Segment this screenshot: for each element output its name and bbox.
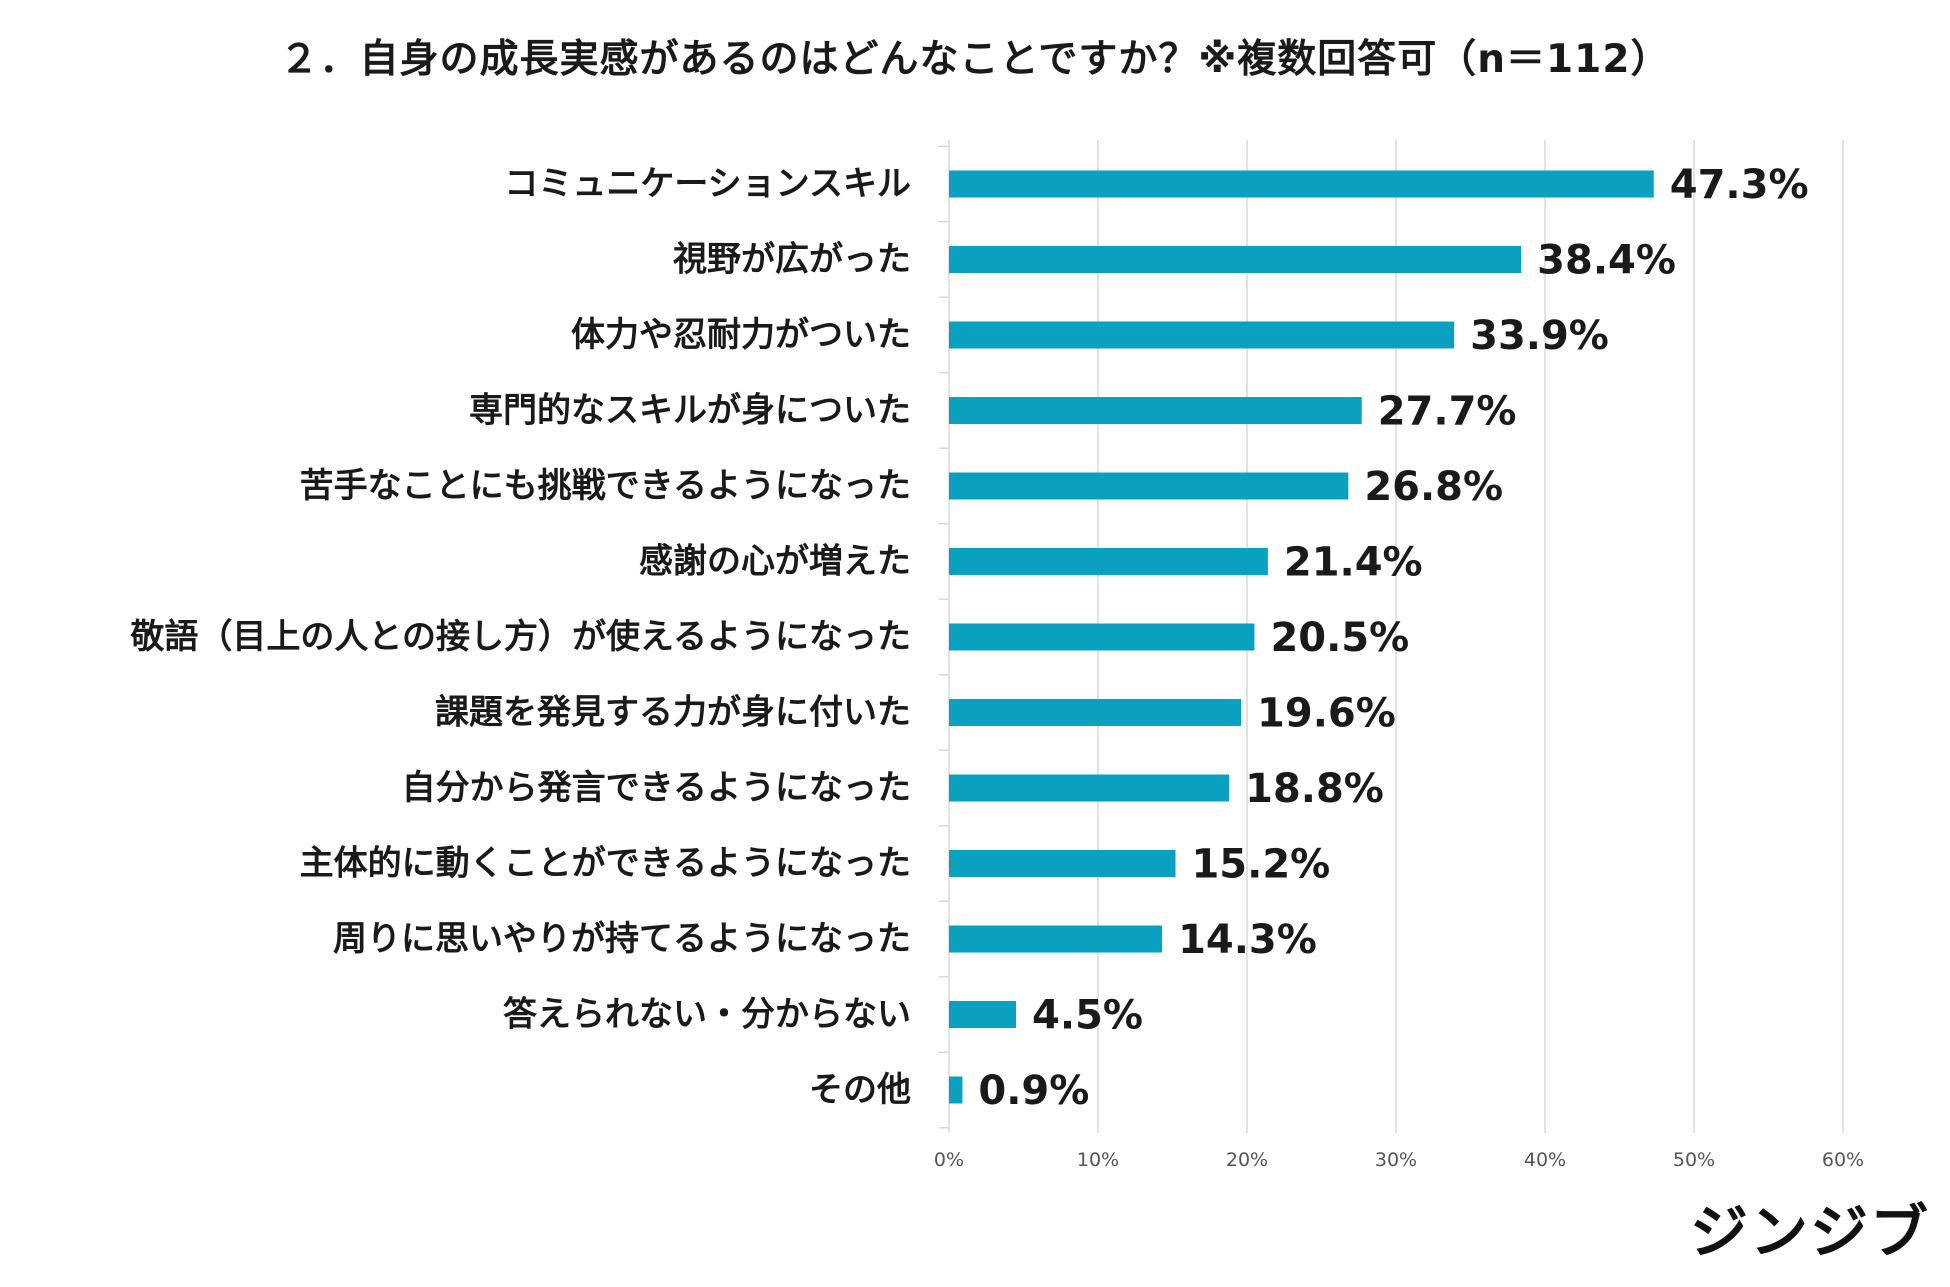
x-tick-label: 50% [1673, 1149, 1715, 1171]
category-axis [939, 140, 950, 1133]
category-label: 自分から発言できるようになった [402, 768, 911, 808]
bar [949, 548, 1268, 575]
data-label: 20.5% [1270, 615, 1409, 661]
category-labels: コミュニケーションスキル視野が広がった体力や忍耐力がついた専門的なスキルが身につ… [129, 164, 911, 1110]
bars [949, 170, 1654, 1104]
jinjibu-logo: ジンジブ [1689, 1198, 1930, 1266]
category-label: 課題を発見する力が身に付いた [435, 693, 911, 733]
bar [949, 774, 1230, 802]
chart-title: ２．自身の成長実感があるのはどんなことですか？※複数回答可（n＝112） [279, 37, 1671, 82]
x-tick-label: 0% [934, 1149, 964, 1171]
category-label: コミュニケーションスキル [504, 164, 911, 204]
data-label: 15.2% [1191, 842, 1330, 888]
bar [949, 321, 1455, 349]
data-label: 47.3% [1670, 162, 1809, 208]
bar [949, 1076, 963, 1104]
data-label: 26.8% [1364, 464, 1503, 510]
category-label: 主体的に動くことができるようになった [300, 844, 911, 884]
data-label: 18.8% [1245, 766, 1384, 812]
category-label: その他 [809, 1070, 911, 1110]
data-label: 4.5% [1032, 993, 1143, 1039]
category-label: 感謝の心が増えた [639, 542, 911, 582]
bar [949, 246, 1522, 273]
category-label: 苦手なことにも挑戦できるようになった [300, 466, 911, 506]
x-tick-labels: 0% 10% 20% 30% 40% 50% 60% [934, 1149, 1864, 1171]
bar [949, 397, 1362, 424]
category-label: 敬語（目上の人との接し方）が使えるようになった [129, 617, 911, 657]
x-tick-label: 10% [1077, 1149, 1119, 1171]
data-label: 27.7% [1378, 389, 1517, 435]
bar [949, 170, 1654, 198]
bar [949, 472, 1349, 500]
data-label: 19.6% [1257, 691, 1396, 737]
data-label: 21.4% [1284, 540, 1423, 586]
x-tick-label: 20% [1226, 1149, 1268, 1171]
category-label: 専門的なスキルが身についた [469, 391, 911, 431]
x-tick-label: 30% [1375, 1149, 1417, 1171]
category-label: 体力や忍耐力がついた [571, 315, 911, 355]
bar [949, 623, 1255, 651]
bar [949, 1001, 1017, 1028]
x-tick-label: 60% [1822, 1149, 1864, 1171]
value-labels: 47.3% 38.4% 33.9% 27.7% 26.8% 21.4% 20.5% 19.6%… [978, 162, 1808, 1114]
bar [949, 699, 1242, 726]
data-label: 33.9% [1470, 313, 1609, 359]
data-label: 38.4% [1537, 238, 1676, 284]
category-label: 視野が広がった [673, 240, 911, 280]
x-tick-label: 40% [1524, 1149, 1566, 1171]
bar [949, 925, 1163, 953]
category-label: 答えられない・分からない [503, 995, 911, 1035]
data-label: 0.9% [978, 1068, 1089, 1114]
data-label: 14.3% [1178, 917, 1317, 963]
bar [949, 850, 1176, 877]
category-label: 周りに思いやりが持てるようになった [333, 919, 911, 959]
